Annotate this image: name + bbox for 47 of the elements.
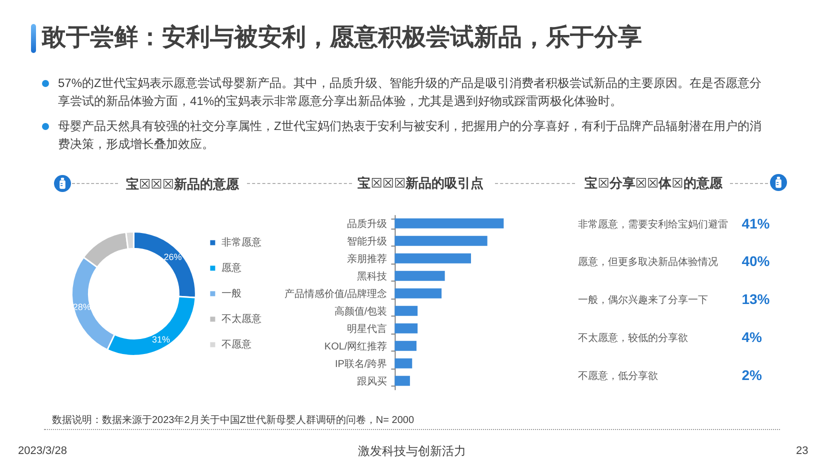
bar	[394, 270, 445, 281]
y-tick-label: 黑科技	[357, 270, 388, 282]
y-tick-label: 智能升级	[347, 235, 388, 248]
bar	[394, 323, 418, 334]
bar	[394, 218, 504, 228]
category-label: 不愿意，低分享欲	[578, 370, 658, 382]
y-tick-label: KOL/网红推荐	[324, 340, 388, 352]
legend-label: 愿意	[222, 262, 242, 274]
text: 数据说明：数据来源于2023年2月关于中国Z世代新母婴人群调研的问卷，N= 2000	[52, 414, 414, 427]
bar	[394, 306, 418, 316]
data-label: 4%	[742, 328, 762, 345]
y-tick-label: IP联名/跨界	[334, 358, 388, 370]
data-label: 13%	[742, 291, 770, 308]
text: 宝☒分享☒☒体☒的意愿	[584, 175, 724, 190]
y-tick-label: 品质升级	[347, 218, 388, 230]
category-label: 一般，偶尔兴趣来了分享一下	[578, 294, 708, 306]
text: 敢于尝鲜：安利与被安利，愿意积极尝试新品，乐于分享	[42, 23, 642, 53]
data-label: 40%	[742, 253, 770, 270]
legend-label: 不愿意	[222, 338, 252, 351]
legend-label: 一般	[222, 288, 242, 300]
text: 2023/3/28	[18, 445, 67, 458]
y-tick-label: 产品情感价值/品牌理念	[284, 288, 388, 300]
bar	[394, 340, 416, 351]
category-label: 不太愿意，较低的分享欲	[578, 332, 688, 344]
chart-title: 宝☒☒☒新品的意愿	[126, 176, 240, 192]
bar	[394, 288, 442, 298]
legend-label: 非常愿意	[222, 236, 262, 249]
bar	[394, 253, 471, 264]
chart-title: 宝☒☒☒新品的吸引点	[358, 176, 484, 191]
text: 23	[796, 445, 808, 458]
y-tick-label: 跟风买	[357, 376, 388, 388]
data-label: 26%	[164, 252, 182, 262]
bar	[394, 376, 410, 386]
category-label: 愿意，但更多取决新品体验情况	[578, 256, 718, 268]
y-tick-label: 明星代言	[347, 322, 388, 335]
data-label: 2%	[742, 366, 762, 383]
bar	[394, 236, 488, 246]
text: 57%的Z世代宝妈表示愿意尝试母婴新产品。其中，品质升级、智能升级的产品是吸引消费者积极尝试新品的主要原因。在是否愿意分享尝试的新品体验方面，41%的宝妈表示非常愿意分享出新品体验，尤其是遇到好物或踩雷两极化体验时。	[58, 75, 762, 110]
data-label: 31%	[152, 334, 170, 345]
y-tick-label: 高颜值/包装	[334, 305, 388, 318]
y-tick-label: 亲朋推荐	[347, 252, 388, 265]
text: 激发科技与创新活力	[358, 443, 466, 459]
legend-label: 不太愿意	[222, 313, 262, 326]
bar	[394, 358, 412, 368]
text: 母婴产品天然具有较强的社交分享属性，Z世代宝妈们热衷于安利与被安利，把握用户的分享喜好，有利于品牌产品辐射潜在用户的消费决策，形成增长叠加效应。	[58, 118, 762, 152]
data-label: 41%	[742, 215, 770, 232]
category-label: 非常愿意，需要安利给宝妈们避雷	[578, 218, 728, 230]
